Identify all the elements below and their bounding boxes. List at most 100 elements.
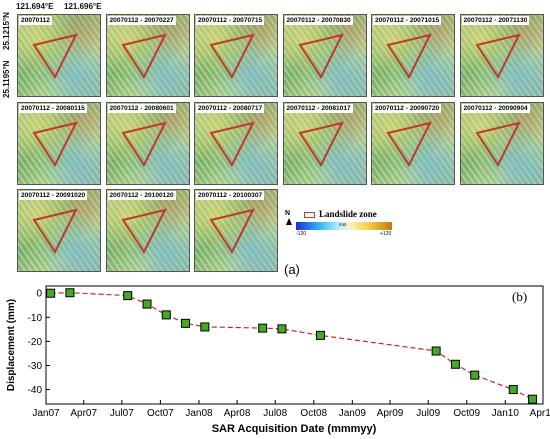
tile-date-label: 20070112 - 20080115: [19, 103, 87, 113]
data-point: [161, 310, 171, 320]
x-tick-label: Apr08: [224, 408, 251, 419]
data-point: [431, 346, 441, 356]
y-tick-label: -40: [28, 385, 43, 396]
x-tick-label: Jul07: [110, 408, 134, 419]
y-tick-label: -10: [28, 313, 43, 324]
lat-top-label: 25.1215°N: [2, 12, 11, 50]
x-tick-label: Apr10: [530, 408, 550, 419]
displacement-chart: 0 -10 -20 -30 -40 Jan07 Apr07 Jul07 Oct07 Jan08 A…: [6, 285, 550, 435]
data-point: [258, 323, 268, 333]
interferogram-tile: 20070112 - 20070715: [194, 14, 278, 97]
landslide-zone-outline: [209, 208, 255, 255]
colorbar-max-label: +120: [380, 231, 392, 237]
data-point: [123, 291, 133, 301]
x-tick-label: Oct09: [453, 408, 480, 419]
landslide-zone-outline: [297, 121, 344, 167]
interferogram-tile: 20070112 - 20090720: [371, 101, 455, 185]
interferogram-tile: 20070112 - 20071130: [459, 14, 544, 97]
tile-date-label: 20070112 - 20080601: [107, 103, 176, 113]
interferogram-tile: 20070112: [17, 14, 101, 97]
tile-date-label: 20070112 - 20100120: [107, 191, 176, 200]
data-point: [470, 370, 480, 380]
interferogram-tile: 20070112 - 20071015: [371, 14, 455, 97]
landslide-zone-outline: [120, 208, 167, 255]
landslide-zone-outline: [120, 121, 167, 167]
y-tick-label: -20: [28, 337, 43, 348]
x-tick-label: Jan08: [185, 408, 213, 419]
y-tick-label: -30: [28, 361, 43, 372]
tile-date-label: 20070112 - 20070227: [107, 16, 176, 25]
data-point: [200, 322, 210, 332]
data-point: [450, 359, 460, 369]
data-point: [277, 324, 287, 334]
interferogram-tile: 20070112 - 20091020: [17, 189, 101, 272]
data-point: [181, 318, 191, 328]
landslide-zone-swatch: [304, 212, 315, 218]
y-tick-label: 0: [36, 289, 42, 300]
x-tick-label: Jan07: [32, 408, 60, 419]
data-point: [46, 288, 56, 298]
interferogram-tile: 20070112 - 20081017: [282, 101, 367, 185]
interferogram-tile: 20070112 - 20080601: [105, 101, 190, 185]
landslide-zone-outline: [209, 33, 255, 80]
tile-date-label: 20070112 - 20070830: [284, 16, 353, 25]
tile-date-label: 20070112 - 20090720: [373, 103, 442, 113]
x-tick-label: Jul09: [416, 408, 440, 419]
landslide-zone-outline: [386, 121, 432, 167]
lat-bottom-label: 25.1195°N: [2, 60, 11, 98]
lon-right-label: 121.696°E: [64, 2, 102, 11]
plot-frame: [45, 285, 544, 405]
x-tick-label: Oct08: [300, 408, 327, 419]
interferogram-tile: 20070112 - 20070830: [282, 14, 367, 97]
tile-date-label: 20070112 - 20081017: [284, 103, 353, 113]
colorbar-unit: mm: [339, 222, 347, 227]
map-legend: N Landslide zone mm -120 +120: [284, 209, 394, 250]
displacement-series-line: [50, 292, 533, 400]
landslide-zone-outline: [297, 33, 344, 80]
north-label: N: [285, 210, 291, 217]
lon-left-label: 121.694°E: [16, 2, 54, 11]
x-tick-label: Jan10: [492, 408, 520, 419]
x-tick-label: Apr09: [377, 408, 404, 419]
displacement-colorbar: [296, 222, 392, 230]
colorbar-min-label: -120: [296, 231, 307, 237]
landslide-zone-outline: [474, 33, 521, 80]
data-point: [528, 394, 538, 404]
landslide-zone-label: Landslide zone: [319, 209, 377, 219]
tile-date-label: 20070112: [19, 16, 52, 25]
interferogram-tile: 20070112 - 20100307: [194, 189, 278, 272]
data-point: [142, 299, 152, 309]
x-tick-label: Apr07: [70, 408, 97, 419]
y-axis-label: Displacement (mm): [6, 299, 17, 391]
data-point: [315, 330, 325, 340]
x-tick-label: Oct07: [147, 408, 174, 419]
north-arrow-icon: [286, 218, 292, 225]
x-axis-label: SAR Acquisition Date (mmmyy): [212, 423, 377, 435]
interferogram-tile: 20070112 - 20080717: [194, 101, 278, 185]
x-tick-label: Jan09: [339, 408, 367, 419]
interferogram-tile: 20070112 - 20090904: [459, 101, 544, 185]
tile-date-label: 20070112 - 20080717: [196, 103, 265, 113]
interferogram-tile: 20070112 - 20070227: [105, 14, 190, 97]
panel-label-b: (b): [512, 289, 527, 304]
panel-label-a: (a): [284, 262, 300, 277]
landslide-zone-outline: [120, 33, 167, 80]
tile-date-label: 20070112 - 20100307: [196, 191, 265, 200]
landslide-zone-outline: [32, 208, 78, 255]
tile-date-label: 20070112 - 20070715: [196, 16, 265, 25]
tile-date-label: 20070112 - 20091020: [19, 191, 88, 200]
tile-date-label: 20070112 - 20071130: [461, 16, 530, 25]
landslide-zone-outline: [209, 121, 255, 167]
data-point: [508, 385, 518, 395]
interferogram-tile: 20070112 - 20100120: [105, 189, 190, 272]
data-point: [65, 288, 75, 298]
landslide-zone-outline: [32, 33, 78, 80]
landslide-zone-outline: [386, 33, 432, 80]
interferogram-tile: 20070112 - 20080115: [17, 101, 101, 185]
landslide-zone-outline: [32, 121, 78, 167]
tile-date-label: 20070112 - 20090904: [461, 103, 530, 113]
tile-date-label: 20070112 - 20071015: [373, 16, 442, 25]
landslide-zone-outline: [474, 121, 521, 167]
x-tick-label: Jul08: [263, 408, 287, 419]
